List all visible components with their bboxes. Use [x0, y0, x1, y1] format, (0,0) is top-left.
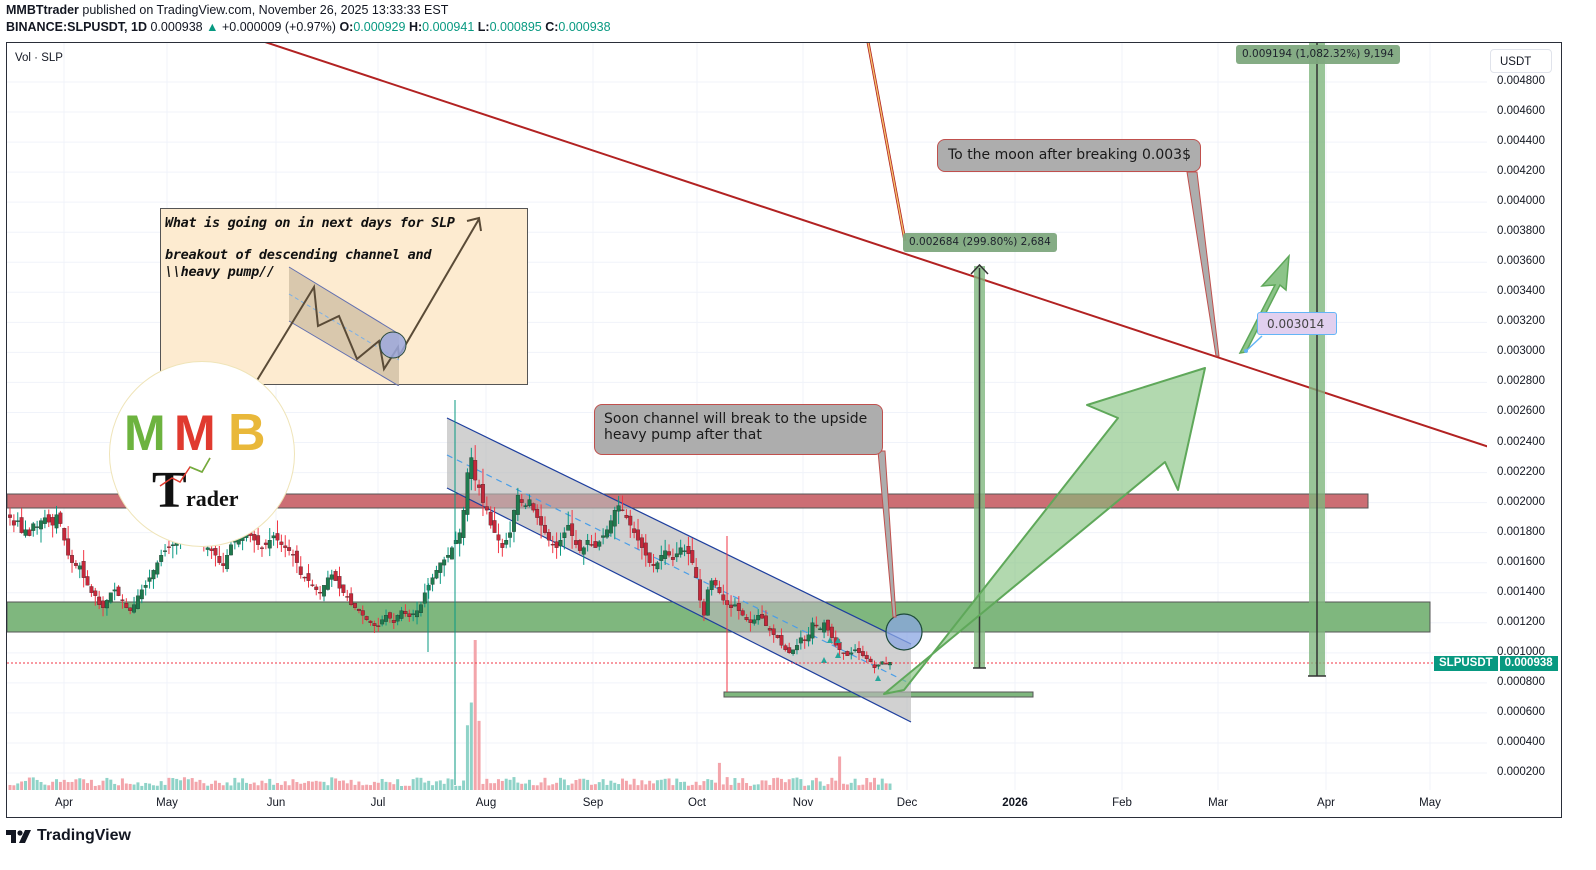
price-tick: 0.003000: [1497, 345, 1545, 358]
open-label: O:: [339, 20, 354, 34]
time-tick: Dec: [896, 797, 918, 809]
measure-2-label[interactable]: 0.009194 (1,082.32%) 9,194: [1236, 45, 1400, 64]
channel-callout[interactable]: Soon channel will break to the upside he…: [594, 404, 883, 455]
price-tick: 0.003600: [1497, 255, 1545, 268]
change-value: +0.000009 (+0.97%): [221, 20, 336, 34]
svg-text:rader: rader: [186, 486, 239, 511]
moon-callout[interactable]: To the moon after breaking 0.003$: [937, 139, 1201, 172]
svg-text:T: T: [152, 462, 187, 519]
channel-lower-line[interactable]: [446, 487, 912, 723]
tradingview-logo[interactable]: TradingView: [6, 827, 131, 845]
logo-icon: M M B T rader: [124, 404, 266, 519]
price-tick: 0.004200: [1497, 165, 1545, 178]
arrow-up-icon: [970, 263, 989, 275]
close-value: 0.000938: [558, 20, 611, 34]
svg-text:M: M: [174, 405, 216, 461]
small-arrow-icon[interactable]: [1238, 253, 1290, 354]
time-tick: May: [1419, 797, 1441, 809]
time-tick: 2026: [1002, 797, 1028, 809]
moon-callout-text: To the moon after breaking 0.003$: [948, 147, 1191, 163]
brand-name: TradingView: [37, 827, 131, 844]
currency-button[interactable]: USDT: [1490, 49, 1552, 73]
price-tick: 0.001800: [1497, 525, 1545, 538]
time-tick: May: [156, 797, 178, 809]
price-tick: 0.002600: [1497, 405, 1545, 418]
price-tick: 0.004400: [1497, 135, 1545, 148]
big-arrow-icon[interactable]: [883, 367, 1206, 695]
price-tag-value: 0.000938: [1499, 656, 1558, 671]
price-tick: 0.002000: [1497, 495, 1545, 508]
resistance-zone[interactable]: [7, 493, 1369, 509]
change-up-icon: ▲: [206, 20, 219, 34]
price-tick: 0.001600: [1497, 555, 1545, 568]
high-label: H:: [408, 20, 423, 34]
price-tick: 0.003400: [1497, 285, 1545, 298]
price-label[interactable]: 0.003014: [1257, 312, 1337, 335]
chart-frame[interactable]: [6, 42, 1562, 818]
note-title: What is going on in next days for SLP: [165, 215, 455, 231]
low-label: L:: [477, 20, 490, 34]
idea-note[interactable]: What is going on in next days for SLP br…: [160, 208, 528, 386]
svg-text:M: M: [124, 405, 166, 461]
price-tick: 0.004600: [1497, 105, 1545, 118]
price-tick: 0.003800: [1497, 225, 1545, 238]
breakout-circle[interactable]: [885, 613, 923, 651]
price-tick: 0.000800: [1497, 675, 1545, 688]
price-tag-symbol: SLPUSDT: [1434, 656, 1498, 671]
long-trendline[interactable]: [264, 42, 1489, 448]
channel-callout-line-2: heavy pump after that: [604, 427, 762, 443]
last-price: 0.000938: [150, 20, 203, 34]
symbol-info: BINANCE:SLPUSDT, 1D 0.000938 ▲ +0.000009…: [6, 20, 611, 34]
measure-1-label[interactable]: 0.002684 (299.80%) 2,684: [903, 233, 1057, 252]
price-tick: 0.000200: [1497, 765, 1545, 778]
time-tick: Sep: [582, 797, 604, 809]
price-tag: SLPUSDT 0.000938: [1434, 656, 1558, 671]
channel-callout-line-1: Soon channel will break to the upside: [604, 411, 868, 427]
note-line-2: breakout of descending channel and: [165, 247, 432, 263]
time-tick: Apr: [55, 797, 73, 809]
channel-mid-line: [446, 454, 912, 685]
publish-info: MMBTtrader published on TradingView.com,…: [6, 3, 448, 17]
volume-label: Vol · SLP: [15, 52, 63, 64]
time-tick: Nov: [792, 797, 814, 809]
author[interactable]: MMBTtrader: [6, 3, 79, 17]
price-tick: 0.002400: [1497, 435, 1545, 448]
price-tick: 0.004000: [1497, 195, 1545, 208]
time-tick: Apr: [1317, 797, 1335, 809]
price-tick: 0.003200: [1497, 315, 1545, 328]
note-line-3: \\heavy pump//: [165, 264, 275, 280]
price-tick: 0.002800: [1497, 375, 1545, 388]
time-tick: Feb: [1112, 797, 1132, 809]
open-value: 0.000929: [353, 20, 406, 34]
mini-channel-diagram: [255, 216, 482, 386]
time-tick: Aug: [475, 797, 497, 809]
note-arrow-icon: [466, 216, 482, 232]
price-tick: 0.000400: [1497, 735, 1545, 748]
channel-upper-line[interactable]: [446, 417, 912, 645]
svg-text:B: B: [228, 404, 266, 462]
time-tick: Jul: [370, 797, 386, 809]
close-label: C:: [545, 20, 559, 34]
price-tick: 0.004800: [1497, 75, 1545, 87]
price-tick: 0.002200: [1497, 465, 1545, 478]
measure-connector: [867, 43, 906, 242]
symbol-name[interactable]: BINANCE:SLPUSDT, 1D: [6, 20, 147, 34]
time-tick: Jun: [266, 797, 286, 809]
mmb-trader-logo: M M B T rader: [109, 361, 295, 547]
price-tick: 0.001400: [1497, 585, 1545, 598]
tradingview-icon: [6, 829, 31, 843]
price-tick: 0.001000: [1497, 645, 1545, 658]
volume-bars: [8, 640, 892, 790]
time-tick: Mar: [1208, 797, 1228, 809]
publish-text: published on TradingView.com, November 2…: [78, 3, 449, 17]
low-value: 0.000895: [489, 20, 542, 34]
high-value: 0.000941: [422, 20, 475, 34]
price-tick: 0.000600: [1497, 705, 1545, 718]
price-tick: 0.001200: [1497, 615, 1545, 628]
time-tick: Oct: [688, 797, 706, 809]
